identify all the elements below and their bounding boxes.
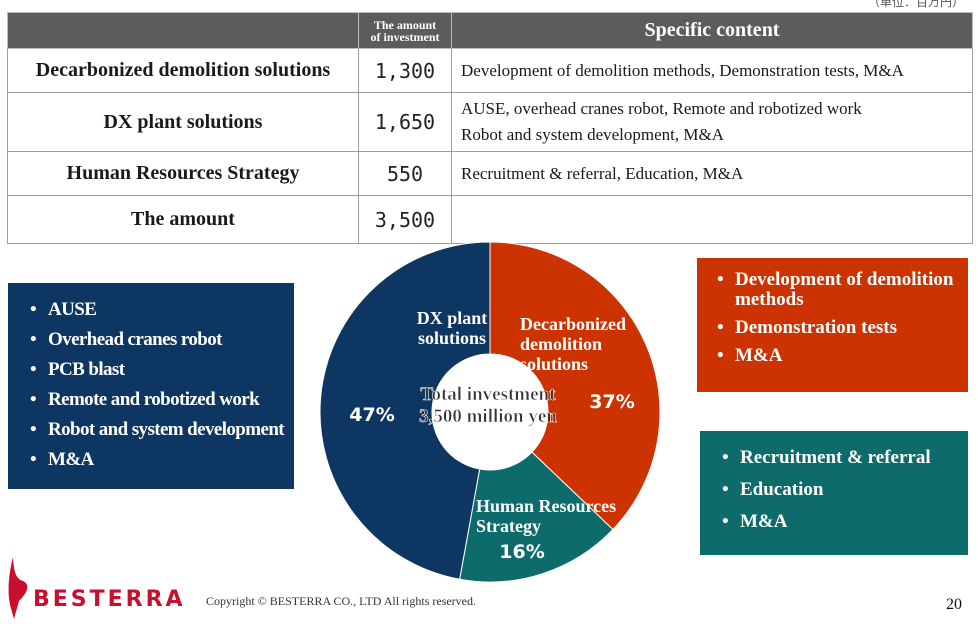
donut-slice — [319, 241, 491, 580]
hr-details-box: Recruitment & referral Education M&A — [700, 431, 968, 555]
center-label-line1: Total investment — [421, 384, 557, 405]
list-item: Recruitment & referral — [720, 447, 968, 469]
row-content — [451, 195, 973, 244]
list-item: PCB blast — [28, 355, 294, 385]
table-header-row: The amount of investment Specific conten… — [7, 12, 973, 49]
donut-slice — [459, 451, 614, 583]
list-item: M&A — [28, 445, 294, 475]
decarb-details-box: Development of demolition methods Demons… — [697, 258, 968, 392]
list-item: Education — [720, 479, 968, 501]
table-row: Human Resources Strategy 550 Recruitment… — [7, 151, 973, 196]
unit-note: （単位：百万円） — [867, 0, 964, 9]
row-content-line1: AUSE, overhead cranes robot, Remote and … — [461, 99, 862, 118]
list-item: Development of demolition methods — [715, 270, 968, 310]
besterra-logo: BESTERRA — [33, 587, 186, 612]
header-category — [7, 12, 359, 49]
row-amount: 1,300 — [358, 48, 452, 93]
row-content-line1: Recruitment & referral, Education, M&A — [461, 163, 744, 183]
list-item: Demonstration tests — [715, 318, 968, 339]
row-category: Human Resources Strategy — [7, 151, 359, 196]
header-amount: The amount of investment — [358, 12, 452, 49]
header-amount-line2: of investment — [370, 29, 440, 44]
list-item: Remote and robotized work — [28, 385, 294, 415]
slice-percent-label: 16% — [499, 541, 544, 563]
row-content: AUSE, overhead cranes robot, Remote and … — [451, 92, 973, 152]
slice-name-label: DX plant solutions — [417, 308, 488, 348]
slice-name-label: Decarbonized demolition solutions — [520, 314, 626, 374]
list-item: Robot and system development — [28, 415, 294, 445]
header-amount-line1: The amount — [373, 17, 437, 32]
row-content: Recruitment & referral, Education, M&A — [451, 151, 973, 196]
slice-name-label: Human Resources Strategy — [476, 496, 616, 536]
investment-donut-chart: Decarbonized demolition solutions 37% Human … — [319, 241, 661, 583]
center-label-line2: 3,500 million yen — [419, 406, 557, 427]
header-content: Specific content — [451, 12, 973, 49]
row-category: The amount — [7, 195, 359, 244]
list-item: M&A — [720, 511, 968, 533]
row-amount: 3,500 — [358, 195, 452, 244]
slice-percent-label: 47% — [349, 404, 394, 426]
investment-table: The amount of investment Specific conten… — [7, 12, 973, 244]
row-amount: 550 — [358, 151, 452, 196]
list-item: Overhead cranes robot — [28, 325, 294, 355]
table-row: DX plant solutions 1,650 AUSE, overhead … — [7, 92, 973, 152]
slice-percent-label: 37% — [589, 391, 634, 413]
row-content: Development of demolition methods, Demon… — [451, 48, 973, 93]
dx-items-list: AUSE Overhead cranes robot PCB blast Rem… — [28, 295, 294, 475]
table-row-total: The amount 3,500 — [7, 195, 973, 244]
hr-items-list: Recruitment & referral Education M&A — [720, 447, 968, 533]
dx-details-box: AUSE Overhead cranes robot PCB blast Rem… — [8, 283, 294, 489]
table-row: Decarbonized demolition solutions 1,300 … — [7, 48, 973, 93]
decarb-items-list: Development of demolition methods Demons… — [715, 270, 968, 367]
row-content-line1: Development of demolition methods, Demon… — [461, 60, 904, 80]
page-number: 20 — [946, 596, 962, 613]
row-content-line2: Robot and system development, M&A — [461, 125, 725, 144]
copyright-text: Copyright © BESTERRA CO., LTD All rights… — [206, 594, 477, 608]
list-item: M&A — [715, 346, 968, 367]
list-item: AUSE — [28, 295, 294, 325]
row-amount: 1,650 — [358, 92, 452, 152]
besterra-logo-mark-icon — [8, 557, 28, 619]
row-category: Decarbonized demolition solutions — [7, 48, 359, 93]
donut-slice — [489, 241, 661, 531]
row-category: DX plant solutions — [7, 92, 359, 152]
